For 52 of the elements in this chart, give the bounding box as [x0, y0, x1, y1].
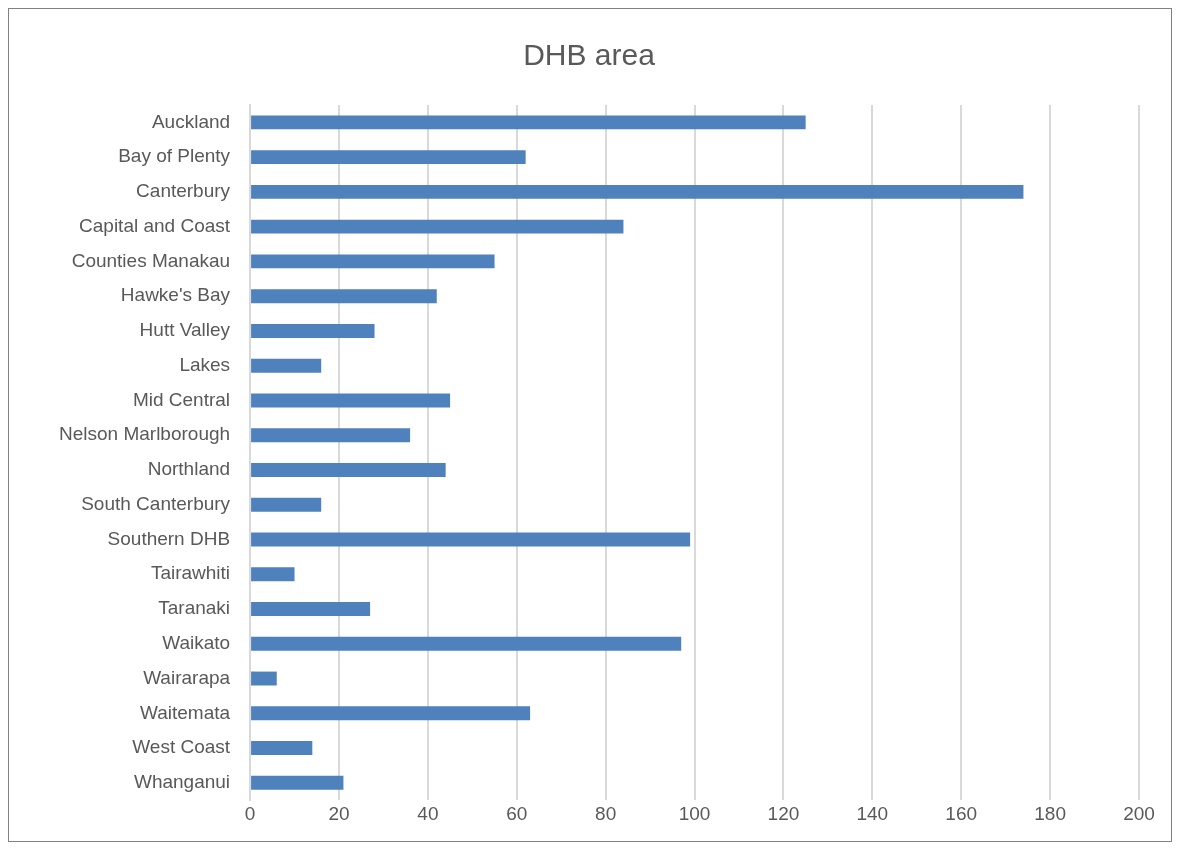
bar	[251, 150, 526, 165]
x-tick-label: 120	[767, 802, 800, 824]
x-tick-label: 140	[856, 802, 889, 824]
y-tick-label: Bay of Plenty	[118, 145, 231, 167]
bar	[251, 532, 691, 547]
y-tick-label: Waikato	[162, 632, 231, 654]
y-tick-label: Capital and Coast	[79, 214, 231, 236]
y-tick-label: Southern DHB	[107, 527, 231, 549]
y-tick-label: Canterbury	[136, 180, 231, 202]
y-tick-label: West Coast	[132, 736, 231, 758]
y-tick-label: Whanganui	[133, 771, 231, 793]
y-tick-label: Hawke's Bay	[120, 284, 231, 306]
bar	[251, 671, 277, 686]
y-tick-label: Mid Central	[132, 388, 231, 410]
y-tick-label: Auckland	[151, 110, 231, 132]
bar	[251, 428, 411, 443]
bar	[251, 706, 531, 721]
bar	[251, 323, 375, 338]
bar	[251, 219, 624, 234]
bar	[251, 115, 806, 130]
x-tick-label: 200	[1123, 802, 1155, 824]
y-tick-label: Lakes	[179, 353, 231, 375]
y-tick-label: Waitemata	[139, 701, 231, 723]
x-tick-label: 60	[506, 802, 528, 824]
y-tick-label: Wairarapa	[143, 666, 231, 688]
bar	[251, 184, 1024, 199]
bar	[251, 463, 446, 477]
x-tick-label: 160	[945, 802, 978, 824]
x-tick-label: 40	[417, 802, 439, 824]
bar	[251, 741, 313, 756]
y-tick-label: Nelson Marlborough	[59, 423, 231, 445]
x-tick-label: 0	[244, 802, 256, 824]
bar	[251, 497, 322, 512]
bar	[251, 254, 495, 269]
x-tick-label: 20	[328, 802, 350, 824]
chart-title: DHB area	[523, 38, 656, 72]
bar	[251, 393, 451, 408]
bar	[251, 636, 682, 651]
x-tick-label: 180	[1034, 802, 1066, 824]
bar	[251, 775, 344, 790]
y-tick-label: Counties Manakau	[71, 249, 231, 271]
y-tick-label: Taranaki	[158, 597, 231, 619]
bar	[251, 289, 437, 304]
y-tick-label: Northland	[147, 458, 231, 480]
y-tick-label: South Canterbury	[81, 492, 231, 514]
y-tick-label: Tairawhiti	[150, 562, 231, 584]
bar	[251, 602, 371, 616]
x-tick-label: 80	[595, 802, 617, 824]
bar	[251, 358, 322, 373]
x-tick-label: 100	[678, 802, 711, 824]
y-tick-label: Hutt Valley	[139, 319, 231, 341]
bar	[251, 567, 295, 582]
